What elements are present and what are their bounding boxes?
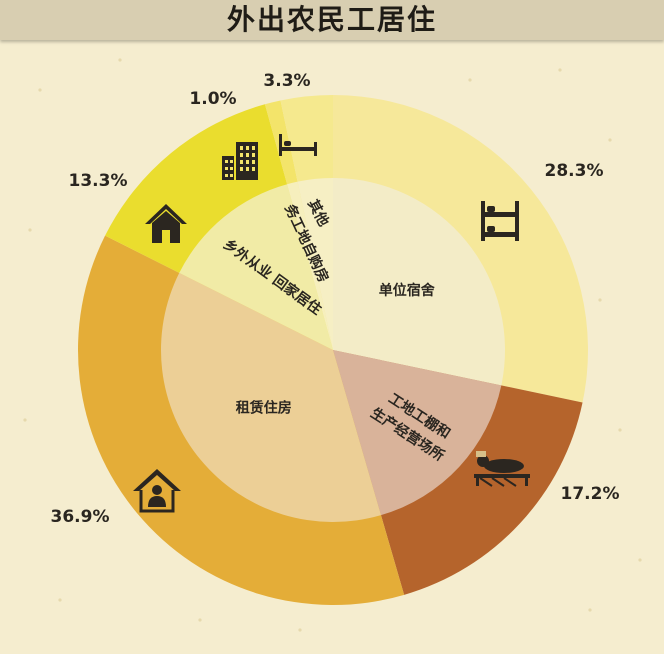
category-label: 单位宿舍 bbox=[379, 282, 436, 299]
value-label: 13.3% bbox=[69, 171, 128, 191]
house-icon bbox=[145, 204, 187, 243]
texture-speck bbox=[198, 618, 202, 622]
value-label: 3.3% bbox=[263, 71, 310, 91]
inner-slice-租赁住房 bbox=[161, 272, 381, 522]
worker-resting-icon bbox=[474, 451, 530, 487]
value-label: 36.9% bbox=[51, 507, 110, 527]
slice-icons bbox=[133, 134, 530, 513]
texture-speck bbox=[598, 298, 602, 302]
title-bar bbox=[0, 0, 664, 40]
inner-slice-乡外从业-回家居住 bbox=[179, 184, 333, 350]
inner-slice-务工地自购房 bbox=[287, 181, 333, 350]
texture-speck bbox=[298, 628, 302, 632]
texture-speck bbox=[468, 78, 472, 82]
inner-disc bbox=[161, 178, 506, 522]
value-label: 17.2% bbox=[561, 484, 620, 504]
bunk-bed-icon bbox=[481, 201, 519, 241]
inner-slice-单位宿舍 bbox=[333, 178, 506, 386]
value-label: 1.0% bbox=[189, 89, 236, 109]
apartment-building-icon bbox=[222, 142, 258, 180]
texture-speck bbox=[588, 608, 592, 612]
texture-speck bbox=[558, 68, 562, 72]
texture-speck bbox=[618, 428, 622, 432]
inner-slice-工地工棚和生产经营场所 bbox=[333, 350, 502, 516]
texture-speck bbox=[23, 418, 27, 422]
texture-speck bbox=[58, 598, 62, 602]
category-label-line: 租赁住房 bbox=[236, 400, 292, 417]
texture-speck bbox=[118, 58, 122, 62]
texture-speck bbox=[28, 228, 32, 232]
category-label: 租赁住房 bbox=[236, 400, 292, 417]
texture-speck bbox=[608, 138, 612, 142]
value-labels: 28.3% 17.2% 36.9% 13.3% 1.0% 3.3% bbox=[51, 71, 620, 527]
single-bed-icon bbox=[279, 134, 317, 156]
category-label-line: 单位宿舍 bbox=[379, 282, 436, 299]
texture-speck bbox=[38, 88, 42, 92]
texture-speck bbox=[638, 558, 642, 562]
inner-slice-其他 bbox=[297, 178, 333, 350]
paper-texture bbox=[23, 58, 642, 632]
chart-title: 外出农民工居住 bbox=[226, 3, 437, 36]
house-person-icon bbox=[133, 469, 181, 513]
value-label: 28.3% bbox=[545, 161, 604, 181]
